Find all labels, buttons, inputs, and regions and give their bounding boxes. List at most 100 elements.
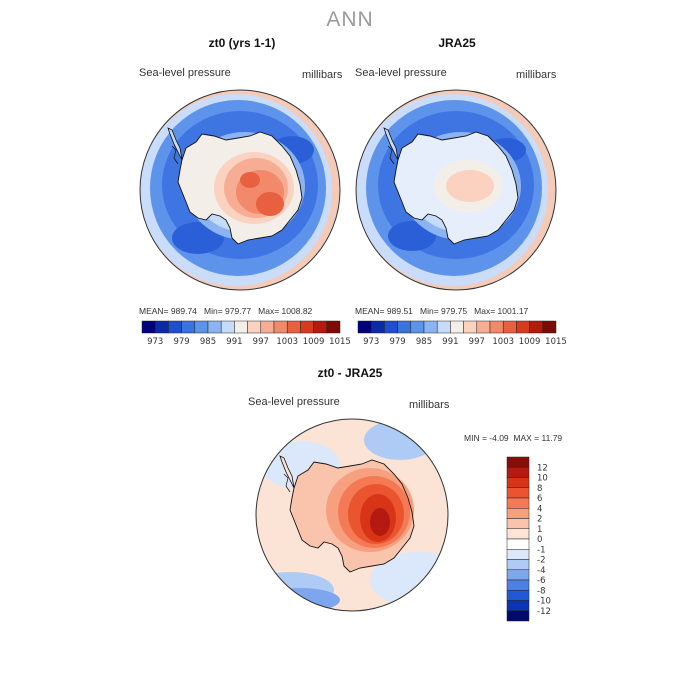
panel1-colorbar-swatch-5: [207, 320, 222, 334]
panel1-min-value: 979.77: [225, 306, 252, 316]
diff-variable-label: Sea-level pressure: [248, 396, 340, 408]
diff-colorbar-swatch-5: [506, 508, 530, 519]
panel1-colorbar-swatch-14: [326, 320, 341, 334]
panel2-max-value: 1001.17: [497, 306, 529, 316]
diff-colorbar-swatch-15: [506, 610, 530, 622]
diff-colorbar-tick-label: 0: [537, 535, 542, 545]
diff-colorbar-tick-label: -2: [537, 556, 545, 566]
panel1-variable-label: Sea-level pressure: [139, 67, 231, 79]
panel1-colorbar-tick-label: 1009: [303, 337, 325, 347]
panel1-colorbar-swatch-4: [194, 320, 209, 334]
diff-colorbar-swatch-1: [506, 467, 530, 478]
diff-colorbar-tick-label: 8: [537, 484, 542, 494]
panel2-colorbar-tick-label: 1015: [545, 337, 567, 347]
diff-colorbar-tick-label: -12: [537, 607, 551, 617]
panel2-map: [356, 90, 556, 290]
diff-colorbar-swatch-8: [506, 538, 530, 550]
panel2-colorbar-swatch-9: [476, 320, 491, 334]
panel1-colorbar-tick-label: 985: [200, 337, 216, 347]
diff-map-border: [255, 418, 449, 612]
panel2-colorbar-swatch-10: [489, 320, 504, 334]
panel2-colorbar-tick-label: 1009: [519, 337, 541, 347]
panel2-colorbar-swatch-5: [423, 320, 438, 334]
diff-colorbar-tick-label: -4: [537, 566, 545, 576]
diff-colorbar-swatch-2: [506, 477, 530, 488]
panel2-colorbar-tick-label: 1003: [492, 337, 514, 347]
panel2-colorbar-tick-label: 991: [442, 337, 458, 347]
panel2-colorbar-swatch-4: [410, 320, 425, 334]
diff-colorbar-swatch-9: [506, 549, 530, 560]
panel1-max-value: 1008.82: [281, 306, 313, 316]
panel1-colorbar-tick-label: 1003: [276, 337, 298, 347]
diff-colorbar-tick-label: 12: [537, 463, 548, 473]
panel1-colorbar-swatch-8: [247, 320, 262, 334]
panel2-colorbar-swatch-3: [397, 320, 412, 334]
panel1-colorbar-tick-label: 991: [226, 337, 242, 347]
panel1-map-border: [139, 89, 341, 291]
panel1-colorbar-tick-label: 997: [253, 337, 269, 347]
panel1-colorbar-swatch-9: [260, 320, 275, 334]
panel2-colorbar-tick-label: 973: [363, 337, 379, 347]
panel1-colorbar-swatch-13: [313, 320, 328, 334]
diff-colorbar-swatch-13: [506, 590, 530, 601]
diff-colorbar-tick-label: -10: [537, 597, 551, 607]
figure-title: ANN: [326, 8, 374, 31]
diff-colorbar-tick-label: 4: [537, 504, 542, 514]
diff-colorbar-tick-label: -1: [537, 545, 545, 555]
diff-colorbar-swatch-14: [506, 600, 530, 611]
diff-colorbar-swatch-7: [506, 528, 530, 540]
diff-map: [256, 419, 448, 611]
diff-units-label: millibars: [409, 399, 450, 411]
panel1-title: zt0 (yrs 1-1): [208, 36, 276, 50]
panel2-colorbar-swatch-6: [436, 320, 451, 334]
panel1-mean-value: 989.74: [170, 306, 197, 316]
panel2-colorbar-swatch-11: [502, 320, 517, 334]
panel2-colorbar: 973 979 985 991 997 1003 1009 1015: [357, 320, 567, 347]
panel1-colorbar-tick-label: 979: [173, 337, 189, 347]
diff-colorbar-tick-label: 1: [537, 525, 542, 535]
panel1-colorbar-swatch-12: [300, 320, 314, 334]
panel1-colorbar-tick-label: 973: [147, 337, 163, 347]
panel1-map: [140, 90, 340, 290]
panel2-colorbar-swatch-0: [357, 320, 372, 334]
panel1-colorbar-tick-label: 1015: [329, 337, 351, 347]
panel2-colorbar-tick-label: 985: [416, 337, 432, 347]
panel1-colorbar-swatch-2: [168, 320, 182, 334]
panel2-mean-value: 989.51: [386, 306, 413, 316]
panel2-units-label: millibars: [516, 69, 557, 81]
panel1-colorbar-swatch-0: [141, 320, 156, 334]
panel2-colorbar-swatch-7: [450, 320, 464, 334]
diff-colorbar-tick-label: -6: [537, 576, 545, 586]
panel1-colorbar: 973 979 985 991 997 1003 1009 1015: [141, 320, 351, 347]
panel2-variable-label: Sea-level pressure: [355, 67, 447, 79]
panel2-map-border: [355, 89, 557, 291]
panel2-colorbar-tick-label: 979: [389, 337, 405, 347]
panel2-colorbar-swatch-8: [463, 320, 478, 334]
panel1-colorbar-swatch-1: [154, 320, 169, 334]
diff-panel-title: zt0 - JRA25: [317, 366, 383, 380]
diff-min-value: -4.09: [489, 433, 509, 443]
diff-colorbar-swatch-10: [506, 559, 530, 570]
diff-colorbar-swatch-4: [506, 497, 530, 509]
panel2-colorbar-swatch-13: [529, 320, 544, 334]
panel1-colorbar-swatch-6: [220, 320, 235, 334]
diff-colorbar-tick-label: 10: [537, 474, 548, 484]
panel2-stats: MEAN= 989.51 Min= 979.75 Max= 1001.17: [355, 306, 529, 316]
panel2-colorbar-swatch-2: [384, 320, 398, 334]
panel1-colorbar-swatch-10: [273, 320, 288, 334]
diff-colorbar-tick-label: 6: [537, 494, 542, 504]
diff-max-value: 11.79: [541, 433, 563, 443]
panel2-colorbar-swatch-14: [542, 320, 557, 334]
panel2-title: JRA25: [438, 36, 476, 50]
diff-stats: MIN = -4.09 MAX = 11.79: [464, 433, 563, 443]
diff-colorbar-swatch-3: [506, 487, 530, 499]
panel2-colorbar-swatch-1: [370, 320, 385, 334]
diff-colorbar-swatch-12: [506, 579, 530, 591]
panel2-colorbar-swatch-12: [516, 320, 530, 334]
panel2-colorbar-tick-label: 997: [469, 337, 485, 347]
panel1-colorbar-swatch-11: [286, 320, 301, 334]
diff-colorbar-swatch-11: [506, 569, 530, 581]
panel1-stats: MEAN= 989.74 Min= 979.77 Max= 1008.82: [139, 306, 313, 316]
